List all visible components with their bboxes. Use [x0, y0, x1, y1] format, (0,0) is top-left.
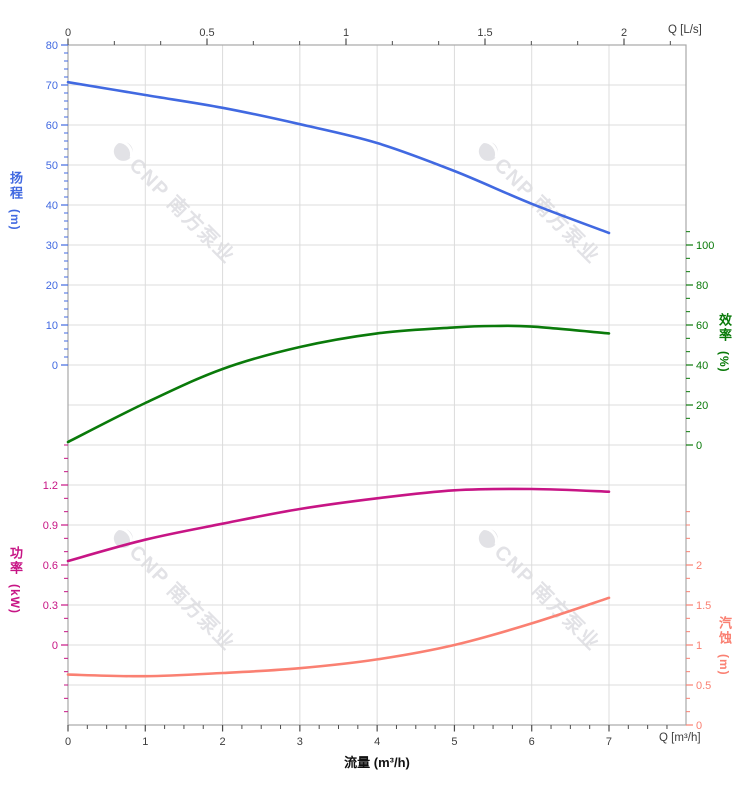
- head-axis-tick-label: 80: [46, 40, 58, 52]
- efficiency-axis-tick-label: 40: [696, 360, 708, 372]
- efficiency-axis-tick-label: 100: [696, 240, 714, 252]
- efficiency-axis-tick-label: 20: [696, 400, 708, 412]
- head-axis-tick-label: 40: [46, 200, 58, 212]
- npsh-axis-title-text: 汽蚀: [717, 616, 732, 646]
- top-axis-tick-label: 1.5: [477, 27, 492, 39]
- bottom-axis: 0 1 2 3 4 5 6 7: [65, 725, 668, 748]
- npsh-axis-tick-label: 1: [696, 640, 702, 652]
- head-axis-tick-label: 10: [46, 320, 58, 332]
- power-curve: [66, 487, 611, 563]
- head-curve: [66, 80, 611, 235]
- efficiency-curve: [66, 324, 611, 444]
- npsh-axis-title: 汽蚀 (m): [717, 616, 732, 676]
- head-axis-tick-label: 0: [52, 360, 58, 372]
- power-axis-tick-label: 0: [52, 640, 58, 652]
- curves: [66, 80, 611, 678]
- bottom-axis-tick-label: 5: [451, 736, 457, 748]
- top-axis-tick-label: 0.5: [199, 27, 214, 39]
- gridlines: [68, 45, 686, 725]
- npsh-curve: [66, 596, 611, 678]
- top-axis-tick-label: 0: [65, 27, 71, 39]
- head-axis-tick-label: 50: [46, 160, 58, 172]
- power-axis-title: 功率 (kW): [8, 546, 23, 614]
- bottom-axis-tick-label: 4: [374, 736, 380, 748]
- efficiency-axis-title: 效率 (%): [717, 313, 732, 373]
- head-axis-tick-label: 20: [46, 280, 58, 292]
- head-axis-title: 扬程 (m): [8, 171, 23, 231]
- flow-axis-title: 流量 (m³/h): [344, 755, 410, 770]
- efficiency-axis-tick-label: 80: [696, 280, 708, 292]
- bottom-axis-tick-label: 6: [529, 736, 535, 748]
- power-axis-title-text: 功率: [8, 546, 23, 576]
- top-axis: 0 0.5 1 1.5 2: [65, 27, 671, 45]
- bottom-axis-tick-label: 7: [606, 736, 612, 748]
- npsh-axis-tick-label: 1.5: [696, 600, 711, 612]
- npsh-axis-tick-label: 2: [696, 560, 702, 572]
- bottom-axis-tick-label: 1: [142, 736, 148, 748]
- head-axis-tick-label: 30: [46, 240, 58, 252]
- top-axis-unit-label: Q [L/s]: [668, 24, 702, 36]
- npsh-axis-title-unit: (m): [717, 654, 731, 676]
- watermark-layer: CNP 南方泵业 CNP 南方泵业 CNP 南方泵业 CNP 南方泵业: [113, 140, 606, 656]
- watermark: CNP 南方泵业: [113, 527, 240, 655]
- top-axis-tick-label: 2: [621, 27, 627, 39]
- bottom-axis-tick-label: 2: [220, 736, 226, 748]
- power-axis: 1.2 0.9 0.6 0.3 0: [43, 444, 68, 713]
- bottom-axis-unit-label: Q [m³/h]: [659, 732, 701, 744]
- bottom-axis-tick-label: 0: [65, 736, 71, 748]
- npsh-axis: 2 1.5 1 0.5 0: [686, 511, 711, 732]
- svg-text:CNP 南方泵业: CNP 南方泵业: [490, 540, 606, 656]
- power-axis-tick-label: 1.2: [43, 480, 58, 492]
- head-axis-tick-label: 60: [46, 120, 58, 132]
- npsh-axis-tick-label: 0.5: [696, 680, 711, 692]
- top-axis-tick-label: 1: [343, 27, 349, 39]
- watermark: CNP 南方泵业: [113, 140, 240, 268]
- head-axis: 80 70 60 50 40 30 20 10 0: [46, 40, 68, 372]
- power-axis-title-unit: (kW): [8, 584, 22, 614]
- efficiency-axis: 100 80 60 40 20 0: [686, 231, 714, 452]
- watermark: CNP 南方泵业: [478, 140, 605, 268]
- head-axis-tick-label: 70: [46, 80, 58, 92]
- power-axis-tick-label: 0.6: [43, 560, 58, 572]
- power-axis-tick-label: 0.9: [43, 520, 58, 532]
- power-axis-tick-label: 0.3: [43, 600, 58, 612]
- efficiency-axis-title-unit: (%): [717, 351, 731, 373]
- head-axis-title-unit: (m): [8, 209, 22, 231]
- bottom-axis-tick-label: 3: [297, 736, 303, 748]
- efficiency-axis-title-text: 效率: [717, 313, 732, 343]
- efficiency-axis-tick-label: 0: [696, 440, 702, 452]
- efficiency-axis-tick-label: 60: [696, 320, 708, 332]
- npsh-axis-tick-label: 0: [696, 720, 702, 732]
- head-axis-title-text: 扬程: [8, 171, 23, 201]
